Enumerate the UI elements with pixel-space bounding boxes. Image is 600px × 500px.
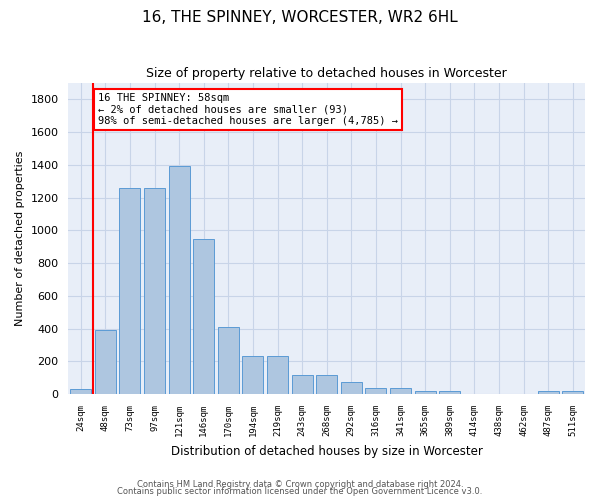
Bar	[341, 382, 362, 394]
Y-axis label: Number of detached properties: Number of detached properties	[15, 151, 25, 326]
Bar	[70, 390, 91, 394]
Text: 16, THE SPINNEY, WORCESTER, WR2 6HL: 16, THE SPINNEY, WORCESTER, WR2 6HL	[142, 10, 458, 25]
Bar	[218, 327, 239, 394]
Bar	[390, 388, 411, 394]
Bar	[439, 391, 460, 394]
Bar	[119, 188, 140, 394]
Bar	[193, 238, 214, 394]
Bar	[242, 356, 263, 394]
Bar	[144, 188, 165, 394]
Text: Contains public sector information licensed under the Open Government Licence v3: Contains public sector information licen…	[118, 487, 482, 496]
Bar	[365, 388, 386, 394]
Bar	[415, 391, 436, 394]
Bar	[95, 330, 116, 394]
X-axis label: Distribution of detached houses by size in Worcester: Distribution of detached houses by size …	[171, 444, 482, 458]
Bar	[267, 356, 288, 394]
Bar	[562, 391, 583, 394]
Text: 16 THE SPINNEY: 58sqm
← 2% of detached houses are smaller (93)
98% of semi-detac: 16 THE SPINNEY: 58sqm ← 2% of detached h…	[98, 93, 398, 126]
Text: Contains HM Land Registry data © Crown copyright and database right 2024.: Contains HM Land Registry data © Crown c…	[137, 480, 463, 489]
Bar	[316, 375, 337, 394]
Bar	[169, 166, 190, 394]
Bar	[292, 375, 313, 394]
Bar	[538, 391, 559, 394]
Title: Size of property relative to detached houses in Worcester: Size of property relative to detached ho…	[146, 68, 507, 80]
